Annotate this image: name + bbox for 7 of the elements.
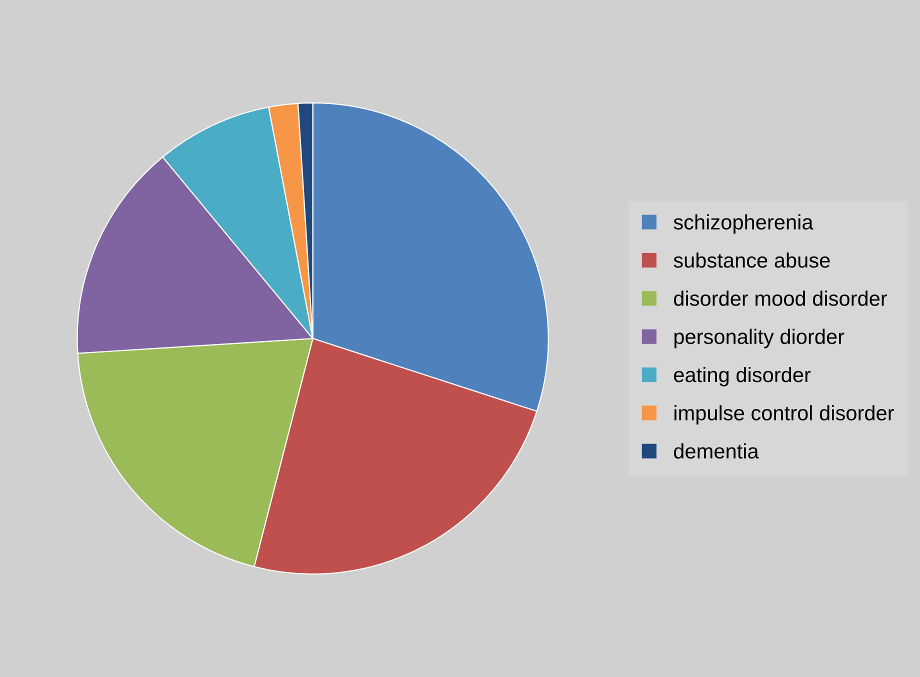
legend-label: impulse control disorder — [674, 405, 894, 425]
legend-label: eating disorder — [674, 366, 811, 386]
legend-label: personality diorder — [674, 328, 844, 348]
legend-label: substance abuse — [674, 252, 830, 268]
legend-label: disorder mood disorder — [674, 290, 888, 306]
legend-label: dementia — [674, 443, 759, 459]
legend-label: schizopherenia — [674, 214, 814, 234]
